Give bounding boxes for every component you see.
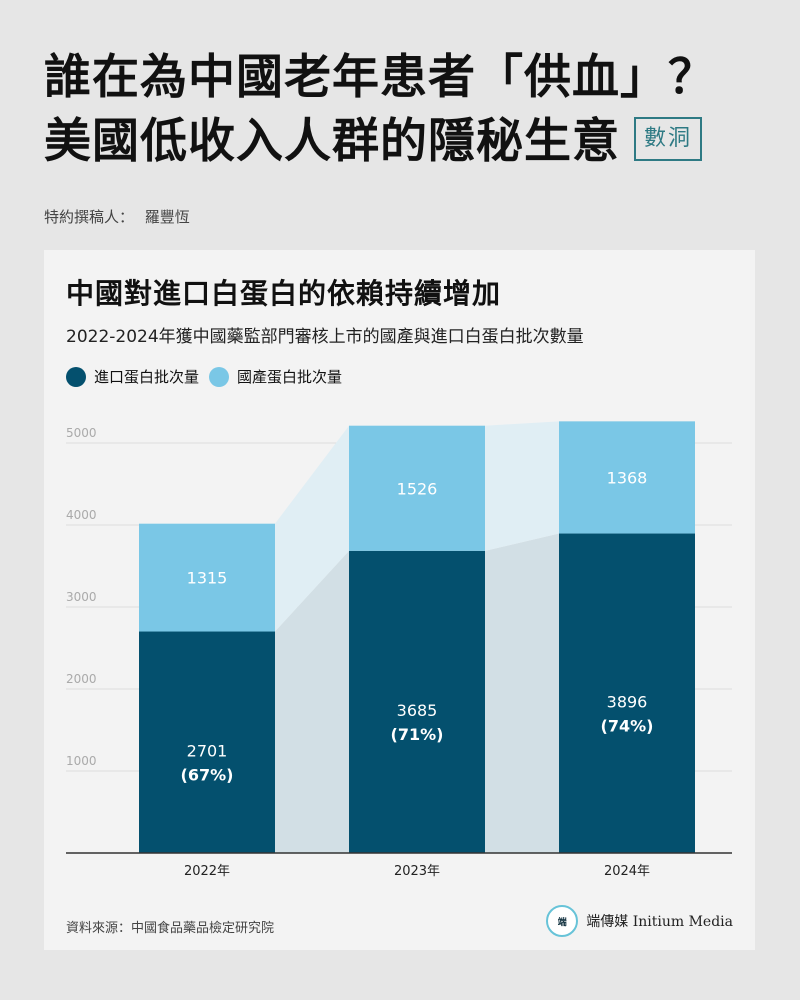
y-tick-label-3000: 3000 — [66, 590, 97, 604]
x-tick-label-2: 2024年 — [604, 864, 650, 879]
byline-label: 特約撰稿人： — [44, 208, 135, 226]
source-note: 資料來源：中國食品藥品檢定研究院 — [66, 921, 275, 936]
data-label-domestic-1: 1526 — [397, 479, 438, 498]
y-tick-label-5000: 5000 — [66, 426, 97, 440]
percent-label-imported-0: (67%) — [181, 765, 234, 784]
bar-imported-2 — [559, 533, 695, 853]
brand-logo-mark: 端 — [557, 917, 567, 928]
byline-author[interactable]: 羅豐恆 — [144, 208, 190, 226]
bar-domestic-1 — [349, 425, 485, 551]
legend-item-imported: 進口蛋白批次量 — [66, 366, 199, 387]
bar-imported-0 — [139, 631, 275, 853]
chart-card: 中國對進口白蛋白的依賴持續增加 2022-2024年獲中國藥監部門審核上市的國產… — [44, 250, 755, 950]
connector-imported-0 — [275, 550, 349, 853]
brand-logo-icon: 端 — [546, 905, 579, 937]
byline: 特約撰稿人： 羅豐恆 — [44, 206, 196, 227]
bar-domestic-2 — [559, 421, 695, 534]
x-tick-label-0: 2022年 — [184, 864, 230, 879]
bar-imported-1 — [349, 550, 485, 853]
data-label-domestic-0: 1315 — [187, 569, 228, 588]
connector-domestic-0 — [275, 425, 349, 632]
y-tick-label-2000: 2000 — [66, 672, 97, 686]
chart-subtitle: 2022-2024年獲中國藥監部門審核上市的國產與進口白蛋白批次數量 — [66, 327, 584, 347]
headline-line-1: 誰在為中國老年患者「供血」？ — [44, 50, 716, 105]
chart-legend: 進口蛋白批次量 國產蛋白批次量 — [66, 366, 352, 387]
legend-swatch-domestic — [209, 366, 230, 387]
legend-swatch-imported — [66, 366, 86, 387]
data-label-imported-2: 3896 — [607, 692, 648, 711]
brand-name: 端傳媒 Initium Media — [586, 914, 733, 930]
legend-item-domestic: 國產蛋白批次量 — [209, 366, 342, 387]
data-label-domestic-2: 1368 — [607, 468, 648, 487]
headline: 誰在為中國老年患者「供血」？ 美國低收入人群的隱秘生意 數洞 — [44, 46, 716, 174]
bar-domestic-0 — [139, 523, 275, 632]
section-tag[interactable]: 數洞 — [634, 116, 703, 161]
connector-imported-1 — [485, 533, 559, 853]
brand[interactable]: 端 端傳媒 Initium Media — [546, 905, 733, 937]
chart-title: 中國對進口白蛋白的依賴持續增加 — [66, 277, 502, 310]
data-label-imported-1: 3685 — [397, 701, 438, 720]
legend-label-domestic: 國產蛋白批次量 — [237, 368, 343, 386]
percent-label-imported-2: (74%) — [601, 716, 654, 735]
y-tick-label-1000: 1000 — [66, 754, 97, 768]
y-tick-label-4000: 4000 — [66, 508, 97, 522]
stacked-bar-chart: 1000 2000 3000 4000 5000 2701 (67%) 1315 2022年 36… — [66, 421, 732, 879]
headline-line-2-text: 美國低收入人群的隱秘生意 — [44, 114, 620, 169]
x-tick-label-1: 2023年 — [394, 864, 440, 879]
headline-line-2: 美國低收入人群的隱秘生意 數洞 — [44, 110, 716, 174]
legend-label-imported: 進口蛋白批次量 — [94, 368, 200, 386]
data-label-imported-0: 2701 — [187, 741, 228, 760]
percent-label-imported-1: (71%) — [391, 725, 444, 744]
connector-domestic-1 — [485, 421, 559, 551]
